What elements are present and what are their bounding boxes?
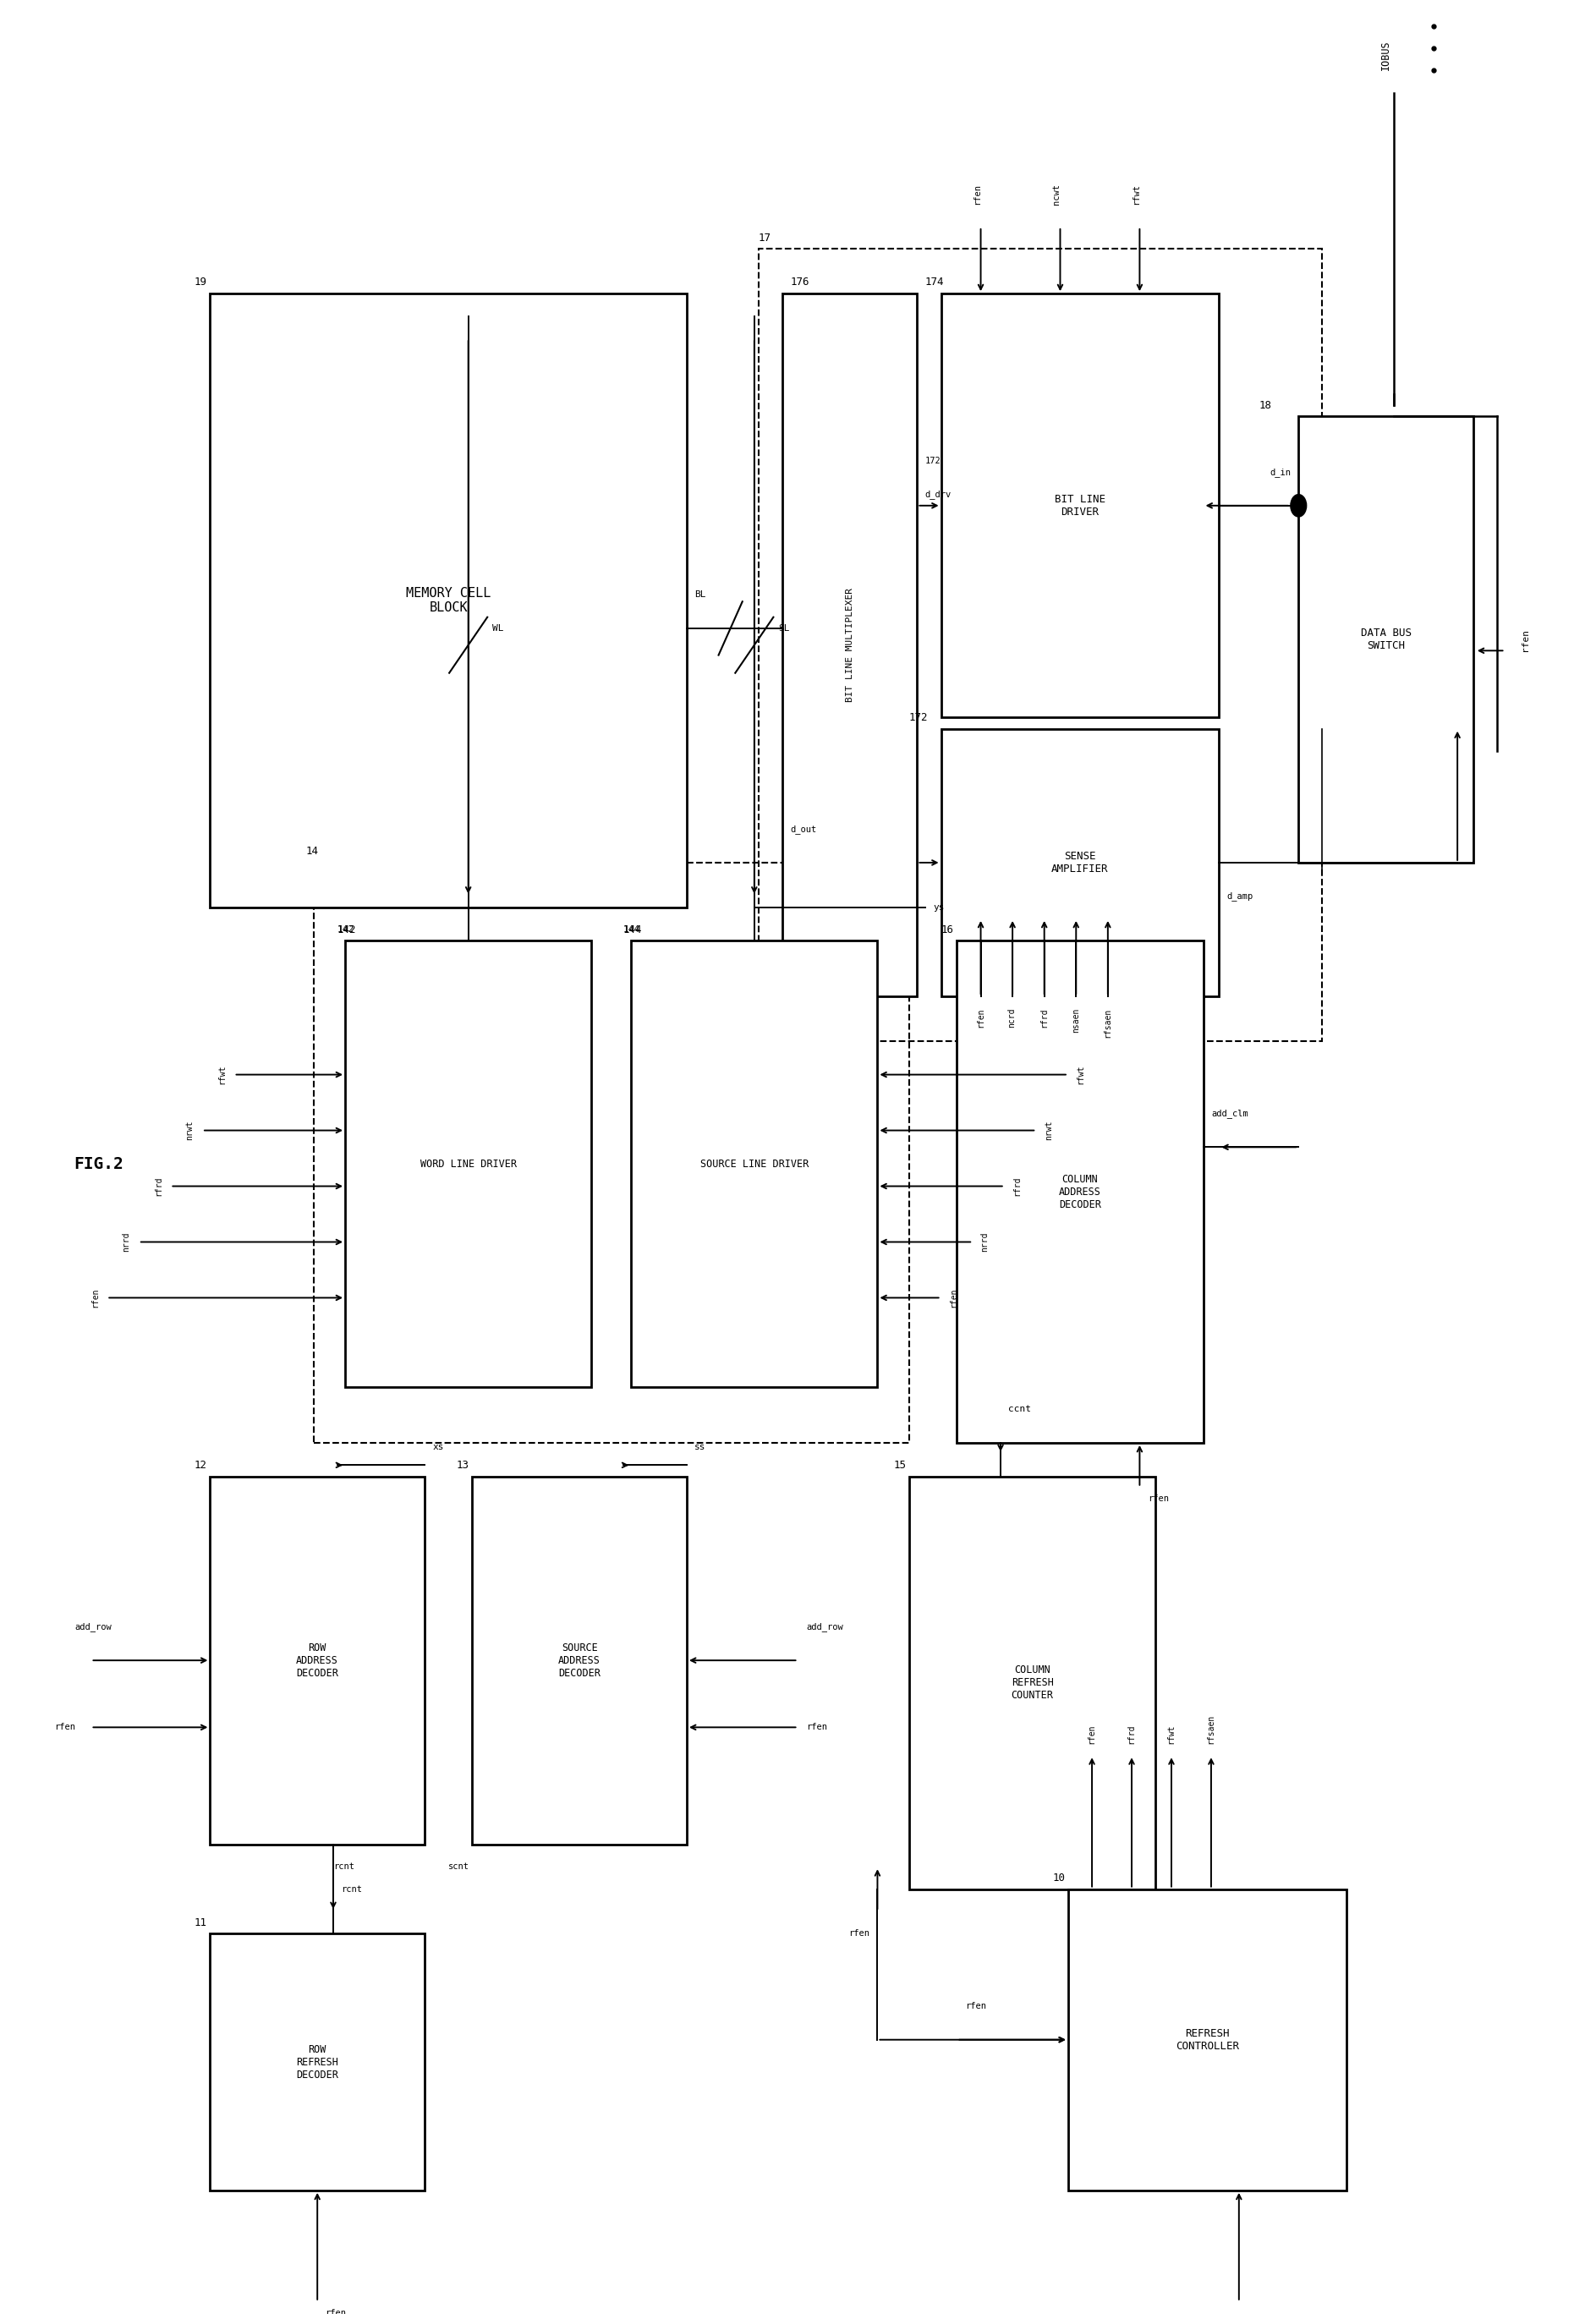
Text: 176: 176 <box>790 278 809 287</box>
Text: rfen: rfen <box>966 2002 986 2011</box>
Bar <box>758 250 1323 1041</box>
Text: WORD LINE DRIVER: WORD LINE DRIVER <box>420 1159 517 1169</box>
Text: IOBUS: IOBUS <box>1381 39 1392 69</box>
Text: rfsaen: rfsaen <box>1207 1715 1215 1745</box>
Text: rfen: rfen <box>974 183 982 204</box>
Text: 19: 19 <box>195 278 207 287</box>
Text: WL: WL <box>492 625 504 632</box>
Bar <box>211 1935 425 2191</box>
Text: 13: 13 <box>456 1460 469 1472</box>
Text: nrrd: nrrd <box>980 1231 990 1252</box>
Text: rfwt: rfwt <box>1167 1724 1175 1745</box>
Bar <box>782 294 918 997</box>
Text: rfen: rfen <box>91 1289 99 1307</box>
Text: ROW
REFRESH
DECODER: ROW REFRESH DECODER <box>297 2043 338 2080</box>
Text: FIG.2: FIG.2 <box>73 1157 124 1171</box>
Bar <box>1068 1888 1345 2191</box>
Text: SL: SL <box>779 625 790 632</box>
Text: MEMORY CELL
BLOCK: MEMORY CELL BLOCK <box>405 588 492 613</box>
Text: rcnt: rcnt <box>342 1886 362 1893</box>
Text: rfen: rfen <box>1521 627 1529 650</box>
Text: ROW
ADDRESS
DECODER: ROW ADDRESS DECODER <box>297 1643 338 1678</box>
Text: rfrd: rfrd <box>1039 1007 1049 1027</box>
Text: 172: 172 <box>910 713 929 722</box>
Text: nrrd: nrrd <box>123 1231 131 1252</box>
Text: d_in: d_in <box>1269 467 1291 477</box>
Text: rfen: rfen <box>54 1724 75 1731</box>
Text: COLUMN
REFRESH
COUNTER: COLUMN REFRESH COUNTER <box>1012 1664 1053 1701</box>
Text: d_out: d_out <box>790 824 817 833</box>
Bar <box>211 1476 425 1844</box>
Text: 174: 174 <box>926 278 945 287</box>
Text: 172: 172 <box>926 456 942 465</box>
Text: ncrd: ncrd <box>1007 1007 1017 1027</box>
Text: nsaen: nsaen <box>1071 1007 1080 1032</box>
Bar <box>313 863 910 1444</box>
Text: d_drv: d_drv <box>926 491 951 500</box>
Text: rfrd: rfrd <box>153 1176 163 1196</box>
Text: rfwt: rfwt <box>1076 1064 1085 1085</box>
Bar <box>1299 417 1473 863</box>
Bar <box>942 729 1219 997</box>
Text: rfen: rfen <box>1087 1724 1095 1745</box>
Bar <box>211 294 686 907</box>
Text: rfen: rfen <box>950 1289 958 1307</box>
Text: BIT LINE
DRIVER: BIT LINE DRIVER <box>1055 493 1106 518</box>
Bar <box>345 942 592 1386</box>
Text: BIT LINE MULTIPLEXER: BIT LINE MULTIPLEXER <box>846 588 854 701</box>
Text: rfen: rfen <box>977 1007 985 1027</box>
Text: rfen: rfen <box>1148 1495 1168 1502</box>
Text: ss: ss <box>694 1444 705 1451</box>
Text: rfrd: rfrd <box>1012 1176 1021 1196</box>
Text: rfrd: rfrd <box>1127 1724 1135 1745</box>
Text: add_row: add_row <box>75 1622 112 1631</box>
Text: DATA BUS
SWITCH: DATA BUS SWITCH <box>1360 627 1411 650</box>
Bar <box>472 1476 686 1844</box>
Text: nrwt: nrwt <box>185 1120 195 1141</box>
Text: 142: 142 <box>337 923 356 935</box>
Text: rfen: rfen <box>806 1724 827 1731</box>
Text: rfsaen: rfsaen <box>1103 1007 1111 1037</box>
Text: add_row: add_row <box>806 1622 843 1631</box>
Text: ncwt: ncwt <box>1052 183 1061 204</box>
Bar <box>958 942 1203 1444</box>
Text: rfwt: rfwt <box>1132 183 1140 204</box>
Text: COLUMN
ADDRESS
DECODER: COLUMN ADDRESS DECODER <box>1060 1173 1101 1210</box>
Text: 18: 18 <box>1259 400 1272 410</box>
Text: 12: 12 <box>195 1460 207 1472</box>
Text: 16: 16 <box>942 923 954 935</box>
Text: rfen: rfen <box>326 2309 346 2314</box>
Text: SOURCE
ADDRESS
DECODER: SOURCE ADDRESS DECODER <box>559 1643 600 1678</box>
Text: xs: xs <box>433 1444 444 1451</box>
Text: scnt: scnt <box>448 1863 469 1872</box>
Text: 15: 15 <box>894 1460 907 1472</box>
Text: 144: 144 <box>622 923 642 935</box>
Text: rcnt: rcnt <box>334 1863 354 1872</box>
Text: 10: 10 <box>1052 1872 1065 1884</box>
Text: 142: 142 <box>337 926 354 935</box>
Bar <box>910 1476 1156 1888</box>
Text: rfwt: rfwt <box>217 1064 227 1085</box>
Text: ys: ys <box>934 902 945 912</box>
Text: add_clm: add_clm <box>1211 1108 1248 1118</box>
Text: rfen: rfen <box>849 1930 870 1937</box>
Text: 144: 144 <box>622 926 640 935</box>
Circle shape <box>1291 495 1307 516</box>
Bar <box>630 942 878 1386</box>
Text: REFRESH
CONTROLLER: REFRESH CONTROLLER <box>1175 2027 1238 2053</box>
Text: SENSE
AMPLIFIER: SENSE AMPLIFIER <box>1052 852 1109 875</box>
Text: 14: 14 <box>305 847 318 856</box>
Text: d_amp: d_amp <box>1227 891 1253 900</box>
Text: 17: 17 <box>758 231 771 243</box>
Text: 11: 11 <box>195 1916 207 1928</box>
Text: SOURCE LINE DRIVER: SOURCE LINE DRIVER <box>701 1159 809 1169</box>
Text: BL: BL <box>694 590 705 599</box>
Bar <box>942 294 1219 717</box>
Text: nrwt: nrwt <box>1044 1120 1053 1141</box>
Text: ccnt: ccnt <box>1009 1405 1031 1414</box>
